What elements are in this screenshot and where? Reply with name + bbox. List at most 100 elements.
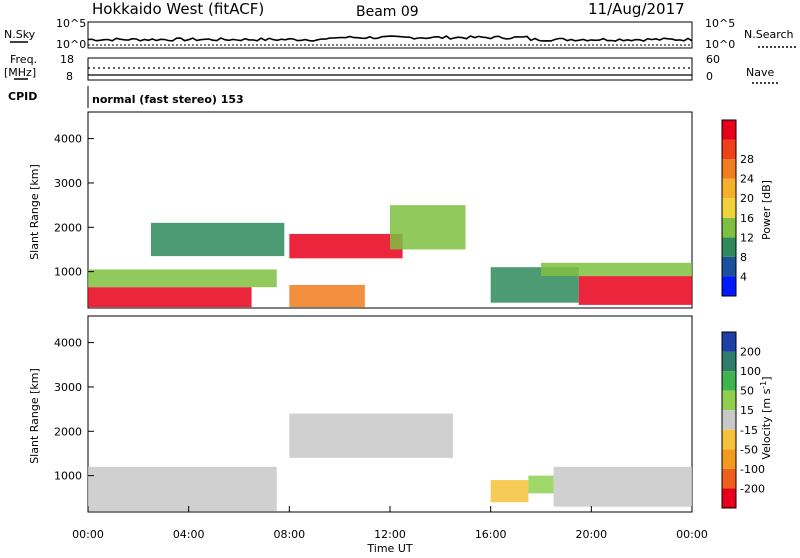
colorbar-tick: -15	[740, 424, 758, 437]
colorbar-swatch	[722, 371, 736, 391]
colorbar-swatch	[722, 351, 736, 372]
colorbar-swatch	[722, 256, 736, 277]
power-colorbar-label: Power [dB]	[760, 180, 773, 240]
colorbar-tick: -100	[740, 463, 765, 476]
power-region	[88, 269, 277, 288]
colorbar-tick: 16	[740, 212, 754, 225]
colorbar-swatch	[722, 276, 736, 296]
power-region	[541, 262, 692, 277]
velocity-colorbar-label: Velocity [m s-1]	[759, 376, 774, 459]
time-axis-label: Time UT	[366, 542, 412, 554]
velocity-ylabel: Slant Range [km]	[28, 368, 41, 464]
power-y-ticks: 1000 2000 3000 4000	[54, 133, 94, 279]
x-tick-label: 00:00	[72, 528, 104, 541]
velocity-region	[490, 480, 529, 503]
x-tick-label: 12:00	[374, 528, 406, 541]
colorbar-tick: 4	[740, 270, 747, 283]
power-region	[289, 233, 403, 259]
nave-tick-high: 60	[706, 53, 720, 66]
power-panel: 1000 2000 3000 4000 Slant Range [km]	[28, 111, 693, 309]
x-tick-label: 20:00	[575, 528, 607, 541]
colorbar-swatch	[722, 449, 736, 469]
colorbar-tick: 8	[740, 251, 747, 264]
x-tick-label: 08:00	[273, 528, 305, 541]
power-region	[88, 287, 252, 308]
colorbar-swatch	[722, 120, 736, 140]
noise-tick-high-left: 10^5	[56, 17, 86, 30]
velocity-y-ticks: 1000 2000 3000 4000	[54, 337, 94, 483]
power-colorbar: 4 8 12 16 20 24 28	[721, 119, 754, 297]
colorbar-swatch	[722, 410, 736, 430]
colorbar-tick: 50	[740, 385, 754, 398]
power-heatmap	[88, 205, 692, 308]
velocity-heatmap	[88, 413, 692, 512]
colorbar-tick: 200	[740, 346, 761, 359]
cpid-mode: normal (fast stereo) 153	[92, 93, 244, 106]
y-tick-label: 2000	[54, 425, 82, 438]
nsky-label: N.Sky	[4, 28, 36, 41]
power-region	[578, 276, 692, 305]
colorbar-swatch	[722, 237, 736, 257]
freq-label-2: [MHz]	[4, 66, 36, 79]
power-ylabel: Slant Range [km]	[28, 164, 41, 260]
colorbar-swatch	[722, 178, 736, 199]
noise-tick-low-left: 10^0	[56, 38, 86, 51]
nsearch-label: N.Search	[744, 28, 794, 41]
noise-panel: N.Sky 10^5 10^0 10^5 10^0 N.Search	[4, 17, 796, 51]
colorbar-swatch	[722, 217, 736, 238]
velocity-region	[528, 475, 554, 494]
colorbar-frame	[721, 119, 737, 297]
velocity-region	[88, 466, 277, 512]
x-tick-label: 04:00	[173, 528, 205, 541]
y-tick-label: 3000	[54, 177, 82, 190]
colorbar-swatch	[722, 332, 736, 352]
noise-tick-low-right: 10^0	[705, 38, 735, 51]
nave-tick-low: 0	[706, 70, 713, 83]
colorbar-tick: 100	[740, 365, 761, 378]
power-region	[390, 205, 466, 250]
colorbar-tick: 24	[740, 173, 754, 186]
colorbar-tick: -50	[740, 443, 758, 456]
y-tick-label: 1000	[54, 266, 82, 279]
y-tick-label: 2000	[54, 221, 82, 234]
y-tick-label: 4000	[54, 337, 82, 350]
colorbar-swatch	[722, 390, 736, 411]
x-tick-label: 00:00	[676, 528, 708, 541]
colorbar-swatch	[722, 429, 736, 450]
colorbar-swatch	[722, 468, 736, 489]
time-axis: 00:00 04:00 08:00 12:00 16:00 20:00 00:00	[72, 506, 708, 541]
nsky-trace	[87, 35, 693, 42]
beam-label: Beam 09	[356, 4, 419, 20]
freq-tick-high: 18	[60, 53, 74, 66]
x-tick-label: 16:00	[475, 528, 507, 541]
colorbar-swatch	[722, 139, 736, 160]
freq-tick-low: 8	[66, 70, 73, 83]
velocity-region	[289, 413, 453, 458]
colorbar-tick: 12	[740, 231, 754, 244]
colorbar-tick: 28	[740, 153, 754, 166]
cpid-panel: CPID normal (fast stereo) 153	[8, 86, 244, 108]
noise-tick-high-right: 10^5	[705, 17, 735, 30]
colorbar-tick: 20	[740, 192, 754, 205]
cpid-label: CPID	[8, 90, 37, 103]
power-region	[289, 284, 365, 308]
date-label: 11/Aug/2017	[588, 0, 685, 18]
freq-panel: Freq. [MHz] 18 8 60 0 Nave	[4, 53, 780, 84]
colorbar-swatch	[722, 198, 736, 218]
y-tick-label: 4000	[54, 133, 82, 146]
power-region	[150, 222, 285, 257]
colorbar-frame	[721, 331, 737, 509]
colorbar-tick: 15	[740, 404, 754, 417]
colorbar-tick: -200	[740, 482, 765, 495]
y-tick-label: 3000	[54, 381, 82, 394]
velocity-region	[553, 466, 692, 507]
velocity-panel: 1000 2000 3000 4000 Slant Range [km]	[28, 315, 693, 513]
radar-title: Hokkaido West (fitACF)	[92, 0, 264, 18]
y-tick-label: 1000	[54, 470, 82, 483]
nave-label: Nave	[746, 66, 774, 79]
colorbar-swatch	[722, 488, 736, 508]
freq-label-1: Freq.	[10, 53, 37, 66]
velocity-colorbar: 200 100 50 15 -15 -50 -100 -200	[721, 331, 765, 509]
colorbar-swatch	[722, 159, 736, 179]
